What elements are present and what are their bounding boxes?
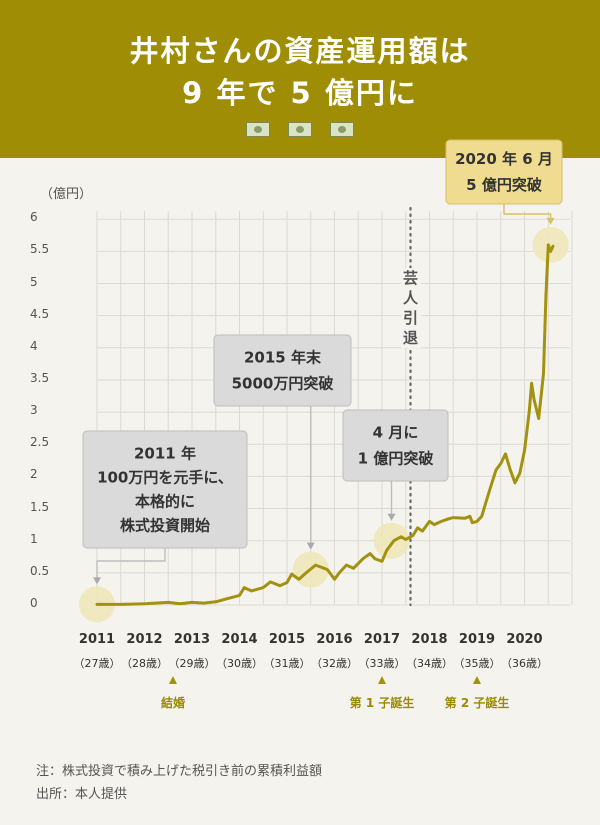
y-tick-label: 4.5	[30, 306, 50, 321]
title-line-2: 9 年で 5 億円に	[182, 76, 418, 110]
money-bill-icon	[246, 122, 270, 137]
x-tick-age: （32歳）	[311, 657, 358, 670]
x-tick-age: （35歳）	[453, 657, 501, 670]
y-tick-label: 2	[30, 467, 38, 482]
callout-box	[213, 334, 352, 407]
retirement-label-char: 引	[402, 309, 418, 327]
x-tick-age: （31歳）	[263, 657, 311, 670]
callout-text: 2015 年末	[244, 349, 322, 367]
y-tick-label: 5.5	[30, 242, 50, 257]
money-bill-icon	[330, 122, 354, 137]
event-label: 結婚	[160, 696, 185, 710]
callout-arrowhead	[306, 542, 315, 550]
event-label: 第 1 子誕生	[349, 696, 415, 710]
y-tick-label: 5	[30, 274, 38, 289]
event-marker-triangle	[169, 676, 177, 684]
y-tick-label: 6	[30, 210, 38, 225]
money-bill-icon	[288, 122, 312, 137]
asset-series-line	[95, 243, 555, 606]
x-tick-year: 2020	[506, 632, 543, 647]
x-tick-year: 2019	[458, 632, 496, 647]
callout-text: 100万円を元手に、	[97, 469, 233, 487]
retirement-label-char: 芸	[402, 269, 418, 287]
y-tick-label: 1	[30, 531, 38, 546]
title-line-1: 井村さんの資産運用額は	[129, 34, 471, 68]
y-tick-label: 2.5	[30, 435, 50, 450]
x-tick-age: （34歳）	[406, 657, 453, 670]
y-tick-label: 3.5	[30, 370, 50, 385]
callout-arrowhead	[546, 217, 555, 225]
callout-text: 1 億円突破	[358, 450, 434, 468]
footnote: 注：株式投資で積み上げた税引き前の累積利益額	[36, 764, 323, 779]
x-tick-age: （36歳）	[501, 657, 548, 670]
highlight-circle	[532, 226, 569, 263]
x-tick-year: 2016	[316, 632, 353, 647]
retirement-label: 芸人引退	[400, 268, 421, 348]
callout-text: 2011 年	[134, 445, 196, 463]
callout-box	[82, 430, 248, 549]
event-marker-triangle	[378, 676, 386, 684]
header-banner: 井村さんの資産運用額は 9 年で 5 億円に	[0, 0, 600, 158]
callout-connector	[503, 204, 552, 223]
x-tick-year: 2013	[173, 632, 211, 647]
x-tick-age: （29歳）	[168, 657, 216, 670]
x-tick-age: （33歳）	[358, 657, 406, 670]
callout-arrowhead	[93, 577, 101, 585]
x-tick-year: 2017	[363, 632, 401, 647]
callout-text: 2020 年 6 月	[455, 150, 553, 168]
x-tick-age: （27歳）	[73, 657, 121, 670]
callout-connector	[96, 548, 166, 583]
callout-text: 5 億円突破	[466, 176, 542, 194]
x-tick-year: 2012	[126, 632, 163, 647]
callout-box	[445, 139, 563, 205]
retirement-label-char: 退	[402, 329, 418, 347]
y-tick-label: 1.5	[30, 499, 50, 514]
callout-text: 4 月に	[373, 424, 419, 442]
x-tick-year: 2011	[78, 632, 116, 647]
callout-text: 5000万円突破	[232, 375, 334, 393]
y-tick-label: 3	[30, 403, 38, 418]
callout-text: 本格的に	[135, 493, 195, 511]
y-tick-label: 0.5	[30, 563, 50, 578]
event-label: 第 2 子誕生	[444, 696, 510, 710]
x-tick-year: 2015	[268, 632, 306, 647]
y-tick-label: 4	[30, 338, 38, 353]
x-tick-age: （28歳）	[121, 657, 168, 670]
y-tick-label: 0	[30, 596, 38, 610]
callout-text: 株式投資開始	[120, 517, 210, 535]
x-tick-year: 2014	[221, 632, 258, 647]
retirement-label-char: 人	[402, 289, 418, 307]
x-tick-age: （30歳）	[216, 657, 263, 670]
source-note: 出所：本人提供	[36, 787, 128, 802]
callout-arrowhead	[387, 513, 396, 521]
callout-box	[342, 409, 449, 482]
highlight-circle	[373, 522, 410, 559]
y-axis-unit: （億円）	[40, 187, 93, 202]
x-tick-year: 2018	[411, 632, 448, 647]
event-marker-triangle	[473, 676, 481, 684]
